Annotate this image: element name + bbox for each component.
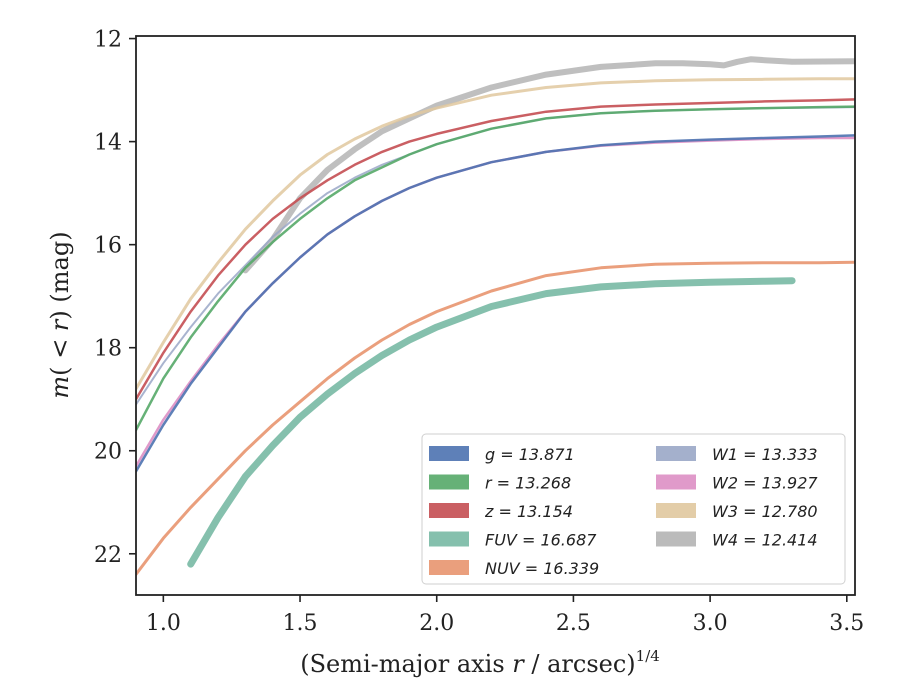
y-tick-label: 16: [94, 234, 122, 259]
legend-swatch-W2: [656, 474, 696, 490]
x-axis-label-post: / arcsec): [524, 650, 636, 678]
legend-swatch-W1: [656, 446, 696, 461]
plot-area: [136, 56, 855, 576]
legend-label-r: r = 13.268: [485, 474, 571, 493]
series-line-r: [136, 105, 855, 432]
y-axis-label-lt: <: [46, 331, 74, 366]
y-axis-label: m( < r) (mag): [46, 231, 74, 398]
series-line-g: [136, 134, 855, 473]
legend-swatch-W3: [656, 503, 696, 518]
legend-swatch-FUV: [429, 531, 469, 547]
x-tick-label: 3.0: [693, 611, 728, 636]
legend-label-W3: W3 = 12.780: [712, 502, 818, 521]
x-axis-label-var: r: [512, 650, 525, 678]
x-axis-label: (Semi-major axis r / arcsec)1/4: [300, 647, 660, 678]
legend-label-NUV: NUV = 16.339: [485, 559, 599, 578]
legend-label-W2: W2 = 13.927: [712, 474, 818, 493]
legend-swatch-z: [429, 503, 469, 518]
x-tick-label: 3.5: [829, 611, 864, 636]
plot-frame: [135, 35, 856, 596]
legend-label-W4: W4 = 12.414: [712, 531, 818, 550]
x-tick-label: 1.5: [283, 611, 318, 636]
series-line-FUV: [187, 277, 796, 568]
legend-swatch-NUV: [429, 560, 469, 575]
legend: g = 13.871 r = 13.268 z = 13.154 FUV = 16.6…: [421, 433, 846, 585]
legend-swatch-r: [429, 474, 469, 490]
y-axis-label-unit: (mag): [46, 231, 74, 310]
legend-label-g: g = 13.871: [485, 445, 575, 464]
legend-swatch-W4: [656, 531, 696, 547]
x-tick-label: 1.0: [146, 611, 181, 636]
y-tick-label: 22: [94, 543, 122, 568]
ticks: 1.0 1.5 2.0 2.5 3.0 3.5 12 14 16 18 20 22: [94, 28, 864, 636]
y-axis-label-open: (: [46, 366, 74, 375]
x-tick-label: 2.5: [556, 611, 591, 636]
x-axis-label-pre: (Semi-major axis: [300, 650, 512, 678]
series-line-W4: [242, 56, 855, 274]
y-tick-label: 18: [94, 337, 122, 362]
x-axis-label-sup: 1/4: [636, 647, 660, 665]
y-tick-label: 12: [94, 28, 122, 53]
legend-label-W1: W1 = 13.333: [712, 445, 818, 464]
legend-label-FUV: FUV = 16.687: [485, 531, 597, 550]
y-axis-label-close: ): [46, 310, 74, 319]
series-line-z: [136, 98, 855, 401]
y-tick-label: 20: [94, 440, 122, 465]
legend-label-z: z = 13.154: [484, 502, 573, 521]
series-line-W3: [136, 77, 855, 391]
x-tick-label: 2.0: [419, 611, 454, 636]
series-line-NUV: [136, 260, 855, 576]
series-line-W1: [136, 106, 855, 406]
y-axis-label-r: r: [46, 318, 74, 331]
y-axis-label-m: m: [46, 376, 74, 399]
y-tick-label: 14: [94, 131, 122, 156]
legend-box: [421, 433, 846, 585]
legend-swatch-g: [429, 446, 469, 461]
